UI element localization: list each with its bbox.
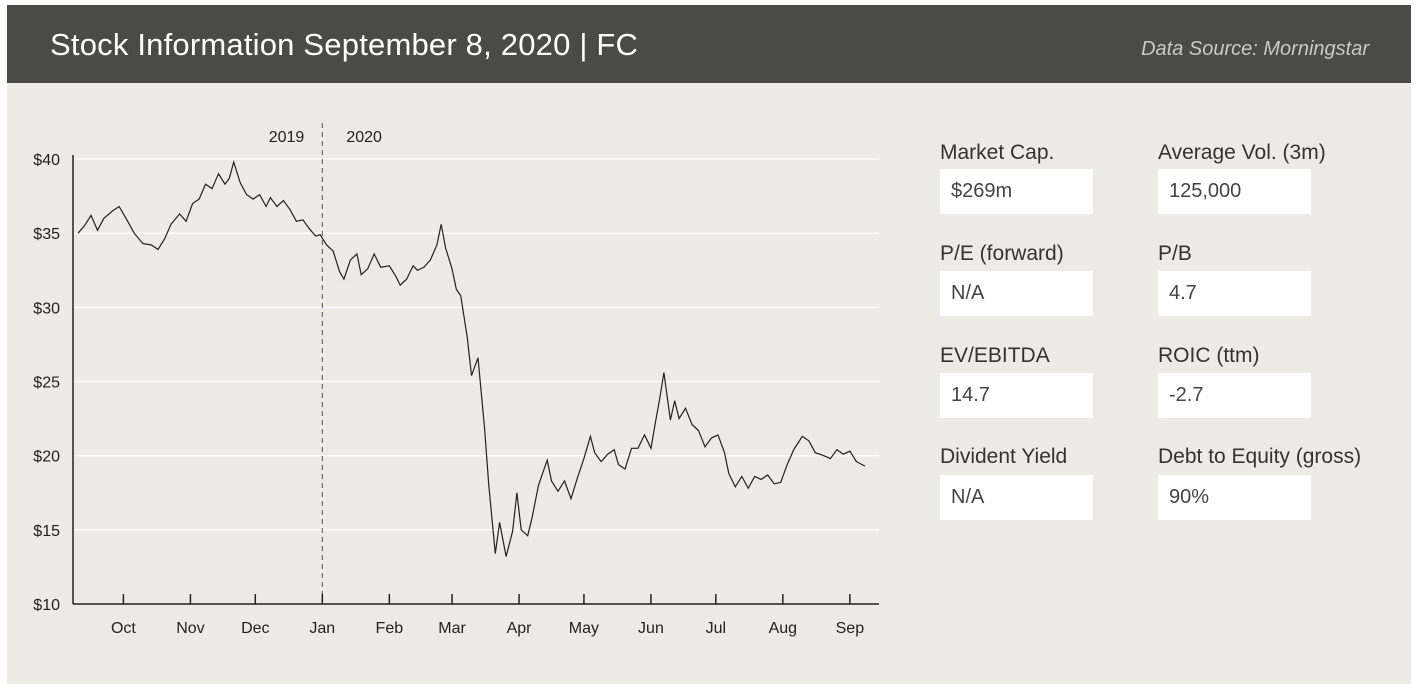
x-tick-label: Sep	[836, 620, 865, 637]
stat-label-average-volume: Average Vol. (3m)	[1158, 141, 1326, 164]
x-tick-label: Jun	[638, 620, 664, 637]
stat-label-roic: ROIC (ttm)	[1158, 344, 1260, 367]
stat-label-ev-ebitda: EV/EBITDA	[940, 344, 1050, 367]
y-tick-label: $10	[33, 597, 60, 614]
price-chart: $10 $15 $20 $25 $30 $35 $40 2019 2020 Oct Nov De…	[33, 123, 879, 637]
data-source-label: Data Source: Morningstar	[1141, 38, 1369, 60]
year-label-2020: 2020	[346, 129, 382, 146]
stat-label-pb: P/B	[1158, 242, 1192, 265]
year-label-2019: 2019	[269, 129, 305, 146]
stat-value-pb: 4.7	[1158, 271, 1311, 316]
y-tick-label: $40	[33, 152, 60, 169]
x-tick-label: Jan	[309, 620, 335, 637]
y-tick-label: $30	[33, 300, 60, 317]
x-tick-label: Oct	[111, 620, 136, 637]
price-series-line	[77, 159, 866, 557]
x-tick-label: Apr	[507, 620, 533, 637]
y-tick-label: $15	[33, 523, 60, 540]
y-axis-ticks: $10 $15 $20 $25 $30 $35 $40	[33, 152, 60, 614]
stock-info-panel: Stock Information September 8, 2020 | FC…	[7, 5, 1411, 684]
stat-label-market-cap: Market Cap.	[940, 141, 1055, 164]
stat-value-roic: -2.7	[1158, 373, 1311, 418]
y-tick-label: $20	[33, 449, 60, 466]
x-tick-label: Jul	[706, 620, 726, 637]
stat-value-pe-forward: N/A	[940, 271, 1093, 316]
stat-label-debt-to-equity: Debt to Equity (gross)	[1158, 445, 1362, 468]
stat-value-ev-ebitda: 14.7	[940, 373, 1093, 418]
stat-value-debt-to-equity: 90%	[1158, 475, 1311, 520]
x-tick-label: Feb	[376, 620, 404, 637]
stat-value-market-cap: $269m	[940, 169, 1093, 214]
x-tick-label: Aug	[769, 620, 797, 637]
chart-axes	[72, 155, 879, 605]
x-tick-label: May	[569, 620, 599, 637]
header-bar: Stock Information September 8, 2020 | FC…	[7, 5, 1411, 83]
y-tick-label: $35	[33, 226, 60, 243]
stat-label-pe-forward: P/E (forward)	[940, 242, 1064, 265]
stat-label-dividend-yield: Divident Yield	[940, 445, 1068, 468]
page-title: Stock Information September 8, 2020 | FC	[50, 27, 639, 62]
y-tick-label: $25	[33, 375, 60, 392]
x-tick-label: Nov	[176, 620, 204, 637]
chart-grid	[73, 158, 879, 531]
x-tick-label: Mar	[438, 620, 466, 637]
x-axis-ticks: Oct Nov Dec Jan Feb Mar Apr May Jun Jul Aug Sep	[111, 594, 864, 637]
x-tick-label: Dec	[241, 620, 269, 637]
stat-value-average-volume: 125,000	[1158, 169, 1311, 214]
stat-value-dividend-yield: N/A	[940, 475, 1093, 520]
